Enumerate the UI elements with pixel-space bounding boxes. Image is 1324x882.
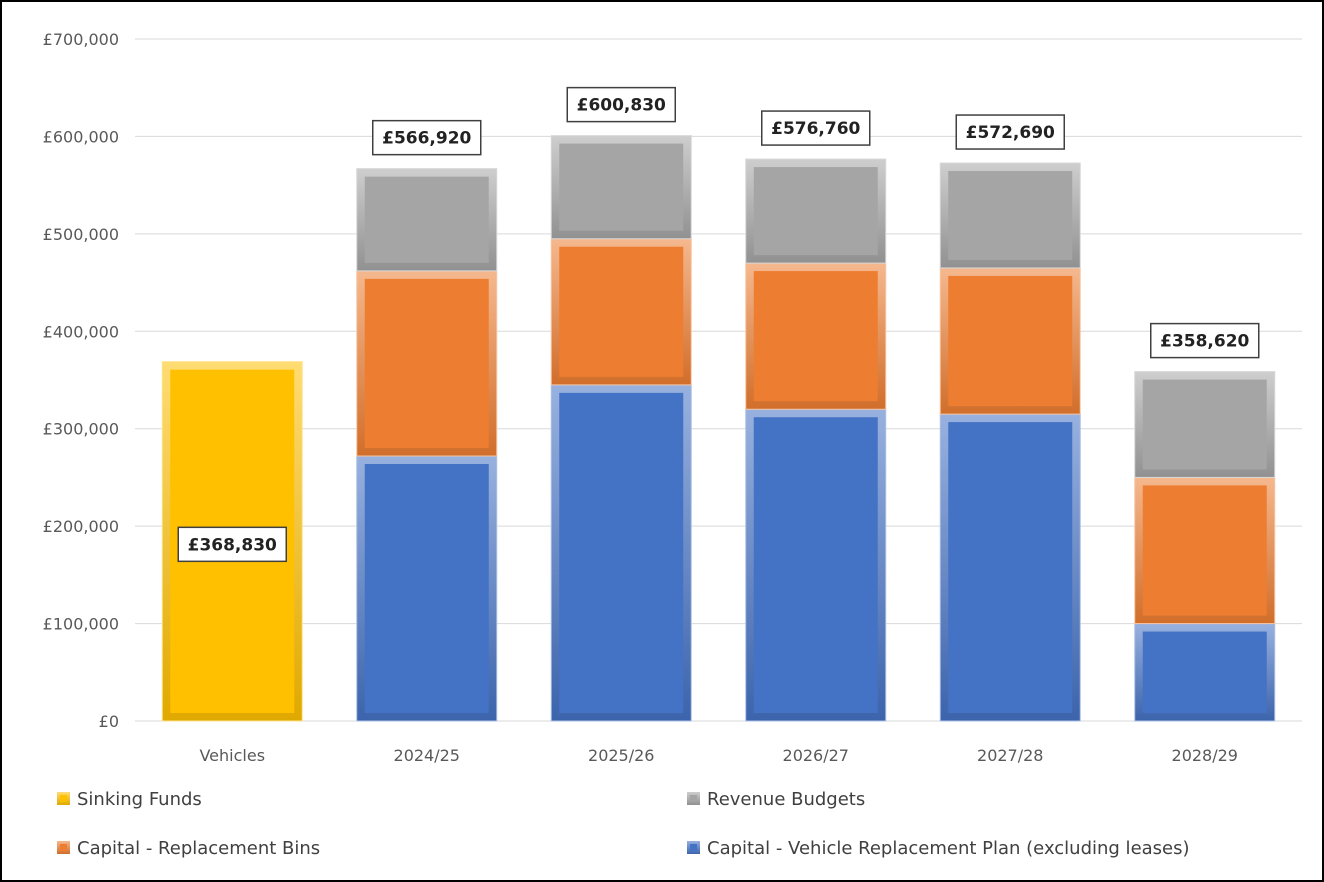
bar-segment-face-vehicle — [753, 417, 878, 713]
legend-item-revenue: Revenue Budgets — [687, 789, 865, 810]
legend-label: Sinking Funds — [77, 789, 202, 810]
total-labels: £368,830 £566,920 £600,830 £576,760 £572,690… — [177, 86, 1260, 563]
legend-label: Revenue Budgets — [707, 789, 865, 810]
bar-segment-face-revenue — [364, 176, 489, 263]
bar-segment-face-vehicle — [559, 392, 684, 713]
bar-segment-face-revenue — [559, 143, 684, 231]
bar-segment-face-bins — [948, 275, 1073, 407]
legend-item-bins: Capital - Replacement Bins — [57, 838, 320, 859]
y-tick-label: £500,000 — [43, 225, 119, 244]
legend-label: Capital - Vehicle Replacement Plan (excl… — [707, 838, 1190, 859]
y-tick-label: £300,000 — [43, 420, 119, 439]
legend-label: Capital - Replacement Bins — [77, 838, 320, 859]
total-label: £572,690 — [955, 114, 1065, 150]
bar-segment-face-bins — [753, 271, 878, 402]
y-tick-label: £700,000 — [43, 30, 119, 49]
bar-segment-face-bins — [559, 246, 684, 377]
x-category-label: Vehicles — [199, 746, 265, 765]
total-label: £358,620 — [1150, 322, 1260, 359]
total-label: £600,830 — [566, 86, 676, 123]
total-label-text: £358,620 — [1160, 332, 1249, 352]
y-tick-label: £0 — [99, 712, 119, 731]
x-category-label: 2027/28 — [977, 746, 1043, 765]
y-tick-label: £600,000 — [43, 127, 119, 146]
total-label-text: £576,760 — [771, 119, 860, 139]
total-label-text: £566,920 — [382, 129, 471, 149]
x-category-label: 2026/27 — [783, 746, 849, 765]
bar-segment-face-vehicle — [364, 463, 489, 713]
legend-item-sinking: Sinking Funds — [57, 789, 202, 810]
total-label: £566,920 — [372, 119, 482, 156]
x-category-label: 2028/29 — [1172, 746, 1238, 765]
bar-segment-face-bins — [1142, 485, 1267, 616]
y-axis-ticks: £0 £100,000 £200,000 £300,000 £400,000 £500,0… — [43, 30, 119, 731]
y-tick-label: £400,000 — [43, 322, 119, 341]
bar-segment-face-bins — [364, 278, 489, 448]
total-label: £368,830 — [177, 526, 287, 563]
bar-segment-face-revenue — [1142, 379, 1267, 470]
total-label: £576,760 — [761, 110, 871, 146]
gridlines — [135, 38, 1302, 722]
y-tick-label: £200,000 — [43, 517, 119, 536]
bar-segment-face-vehicle — [948, 422, 1073, 713]
x-axis-categories: Vehicles 2024/25 2025/26 2026/27 2027/28 2028… — [199, 746, 1238, 765]
bars — [161, 135, 1276, 722]
legend: Sinking Funds Revenue Budgets Capital - Re… — [57, 789, 1190, 859]
total-label-text: £368,830 — [188, 535, 277, 555]
legend-item-vehicle: Capital - Vehicle Replacement Plan (excl… — [687, 838, 1190, 859]
x-category-label: 2024/25 — [394, 746, 460, 765]
total-label-text: £572,690 — [966, 123, 1055, 143]
x-category-label: 2025/26 — [588, 746, 654, 765]
total-label-text: £600,830 — [577, 96, 666, 116]
bar-segment-face-revenue — [753, 167, 878, 256]
bar-segment-face-revenue — [948, 171, 1073, 260]
y-tick-label: £100,000 — [43, 615, 119, 634]
bar-segment-face-vehicle — [1142, 631, 1267, 713]
